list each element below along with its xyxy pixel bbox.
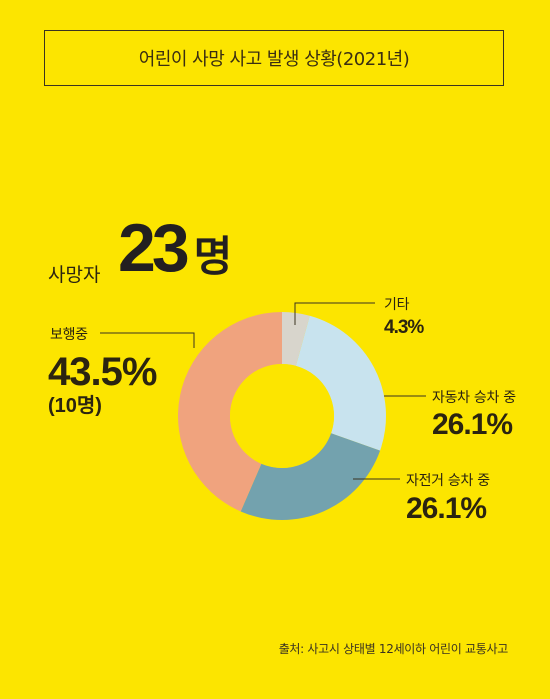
- slice-label-etc: 기타: [384, 297, 410, 313]
- source-note: 출처: 사고시 상태별 12세이하 어린이 교통사고: [278, 642, 509, 656]
- leader-line-walk: [100, 332, 195, 348]
- slice-etc: [282, 312, 310, 366]
- slice-value-walk: 43.5%: [48, 350, 157, 394]
- slice-bicycle: [240, 433, 381, 520]
- chart-title: 어린이 사망 사고 발생 상황(2021년): [44, 30, 504, 86]
- slice-label-car: 자동차 승차 중: [432, 390, 516, 406]
- slice-car: [295, 315, 386, 451]
- slice-value-car: 26.1%: [432, 408, 513, 441]
- donut-hole: [230, 364, 334, 468]
- slice-label-walk: 보행중: [50, 327, 88, 343]
- total-label: 사망자: [48, 264, 101, 286]
- total-value: 23 명: [118, 214, 233, 282]
- slice-sub-walk: (10명): [48, 395, 102, 417]
- slice-value-etc: 4.3%: [384, 317, 424, 338]
- slice-value-bicycle: 26.1%: [406, 492, 487, 525]
- slice-walk: [178, 312, 282, 512]
- slice-label-bicycle: 자전거 승차 중: [406, 473, 490, 489]
- total-unit: 명: [193, 233, 233, 280]
- leader-line-etc: [294, 302, 375, 325]
- total-number: 23: [118, 210, 190, 286]
